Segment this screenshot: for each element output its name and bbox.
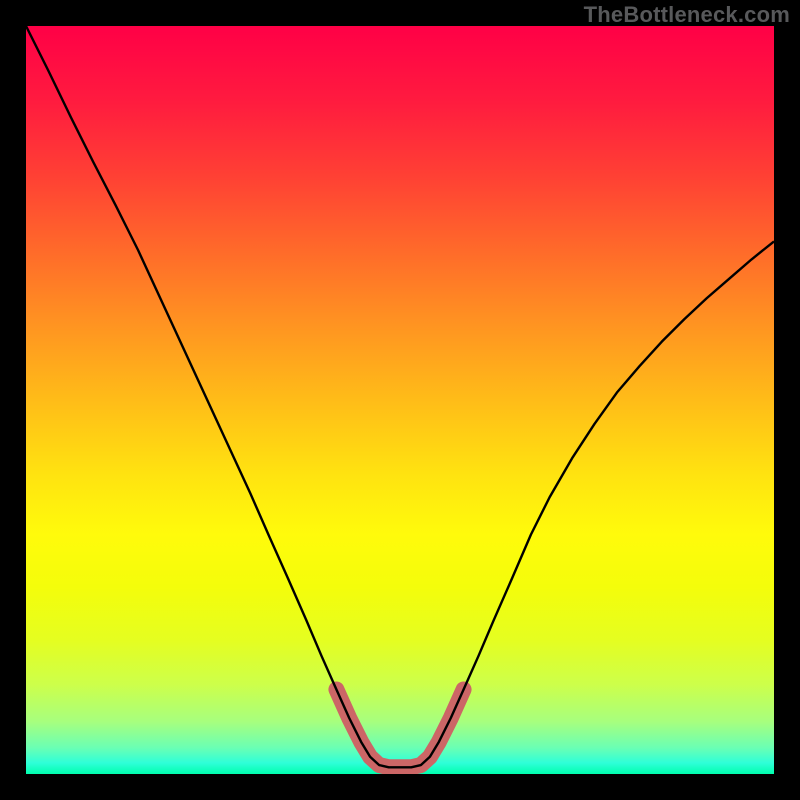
chart-frame: TheBottleneck.com <box>0 0 800 800</box>
bottleneck-chart <box>26 26 774 774</box>
chart-background <box>26 26 774 774</box>
watermark-label: TheBottleneck.com <box>584 2 790 28</box>
